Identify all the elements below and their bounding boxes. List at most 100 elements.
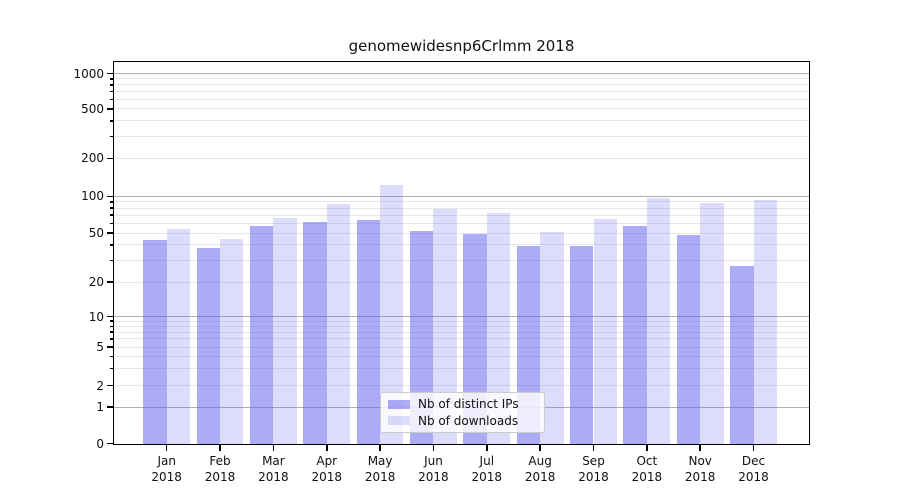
bar-downloads bbox=[593, 219, 617, 445]
y-minor-tick bbox=[109, 201, 113, 203]
legend-row: Nb of downloads bbox=[388, 414, 537, 428]
y-minor-tick bbox=[109, 325, 113, 328]
minor-gridline bbox=[114, 201, 809, 203]
x-tick bbox=[219, 445, 221, 451]
y-tick-label: 50 bbox=[88, 226, 104, 240]
x-tick-year: 2018 bbox=[311, 470, 343, 484]
x-tick bbox=[165, 445, 168, 451]
y-tick bbox=[107, 232, 113, 234]
minor-gridline bbox=[114, 207, 809, 209]
minor-gridline bbox=[114, 214, 809, 216]
y-minor-tick bbox=[109, 90, 113, 93]
x-tick bbox=[486, 445, 488, 451]
x-tick-label: Feb 2018 bbox=[188, 453, 252, 485]
x-tick-label: Apr 2018 bbox=[295, 453, 359, 485]
y-tick-label: 500 bbox=[81, 101, 104, 116]
bar-distinct-ips bbox=[303, 222, 327, 445]
legend: Nb of distinct IPs Nb of downloads bbox=[380, 392, 545, 433]
x-tick-month: Jun bbox=[424, 454, 443, 468]
y-tick-label: 20 bbox=[88, 275, 104, 289]
bar-distinct-ips bbox=[623, 226, 647, 445]
y-minor-tick bbox=[109, 120, 113, 122]
y-minor-tick bbox=[109, 222, 113, 225]
x-tick-month: Sep bbox=[582, 454, 605, 468]
legend-row: Nb of distinct IPs bbox=[388, 397, 537, 411]
x-tick-label: May 2018 bbox=[348, 453, 412, 485]
x-tick bbox=[752, 445, 755, 451]
bar-distinct-ips bbox=[250, 226, 274, 445]
x-tick-label: Jan 2018 bbox=[135, 453, 199, 485]
minor-gridline bbox=[114, 281, 809, 283]
x-tick bbox=[379, 445, 381, 451]
x-tick bbox=[646, 445, 648, 451]
x-tick-month: Jan bbox=[157, 454, 176, 468]
legend-swatch bbox=[388, 399, 410, 409]
y-tick bbox=[107, 195, 113, 198]
y-tick-label: 200 bbox=[81, 151, 104, 166]
minor-gridline bbox=[114, 91, 809, 93]
bar-distinct-ips bbox=[570, 246, 594, 445]
x-tick-year: 2018 bbox=[524, 470, 556, 484]
legend-label: Nb of distinct IPs bbox=[418, 397, 519, 412]
x-tick-month: May bbox=[367, 454, 393, 468]
y-minor-tick bbox=[109, 207, 113, 209]
y-tick bbox=[107, 315, 113, 318]
x-tick-label: Jun 2018 bbox=[401, 453, 465, 485]
x-tick bbox=[699, 445, 701, 451]
x-tick bbox=[592, 445, 595, 451]
y-tick bbox=[107, 157, 113, 160]
y-minor-tick bbox=[109, 84, 113, 86]
minor-gridline bbox=[114, 222, 809, 224]
bar-downloads bbox=[380, 185, 404, 445]
x-tick-year: 2018 bbox=[631, 470, 663, 484]
x-tick-month: Dec bbox=[741, 454, 766, 468]
x-tick-year: 2018 bbox=[258, 470, 289, 484]
bar-downloads bbox=[646, 197, 671, 445]
x-tick-month: Mar bbox=[262, 454, 285, 468]
x-tick bbox=[326, 445, 328, 451]
minor-gridline bbox=[114, 108, 809, 110]
y-minor-tick bbox=[109, 320, 113, 322]
x-tick-year: 2018 bbox=[204, 470, 236, 484]
x-tick-label: Oct 2018 bbox=[615, 453, 679, 485]
bar-distinct-ips bbox=[730, 265, 754, 445]
minor-gridline bbox=[114, 338, 809, 340]
y-minor-tick bbox=[109, 355, 113, 358]
x-tick bbox=[539, 445, 541, 451]
bar-distinct-ips bbox=[676, 235, 701, 445]
y-minor-tick bbox=[109, 98, 113, 101]
x-tick-label: Nov 2018 bbox=[668, 453, 732, 485]
minor-gridline bbox=[114, 355, 809, 357]
legend-label: Nb of downloads bbox=[418, 413, 519, 428]
y-tick bbox=[107, 72, 113, 75]
x-tick-label: Mar 2018 bbox=[241, 453, 305, 485]
bar-downloads bbox=[220, 238, 244, 445]
bar-downloads bbox=[326, 203, 351, 445]
minor-gridline bbox=[114, 99, 809, 100]
x-tick bbox=[432, 445, 435, 451]
x-tick-year: 2018 bbox=[364, 470, 396, 484]
bar-distinct-ips bbox=[410, 230, 434, 445]
y-tick-label: 2 bbox=[96, 378, 104, 393]
bar-downloads bbox=[433, 208, 457, 445]
y-tick-label: 0 bbox=[96, 436, 104, 451]
major-gridline bbox=[114, 316, 809, 317]
x-tick-year: 2018 bbox=[418, 470, 449, 484]
y-minor-tick bbox=[109, 78, 113, 80]
x-tick-label: Jul 2018 bbox=[455, 453, 519, 485]
minor-gridline bbox=[114, 78, 809, 80]
minor-gridline bbox=[114, 385, 809, 386]
minor-gridline bbox=[114, 244, 809, 246]
major-gridline bbox=[114, 195, 809, 197]
x-tick-month: Nov bbox=[688, 454, 712, 468]
minor-gridline bbox=[114, 320, 809, 322]
bar-downloads bbox=[486, 212, 511, 445]
x-tick-year: 2018 bbox=[471, 470, 503, 484]
y-minor-tick bbox=[109, 214, 113, 216]
chart-title: genomewidesnp6Crlmm 2018 bbox=[348, 37, 575, 55]
y-tick-label: 5 bbox=[96, 340, 104, 354]
y-minor-tick bbox=[109, 259, 113, 262]
y-tick-label: 100 bbox=[81, 189, 104, 204]
y-minor-tick bbox=[109, 367, 113, 370]
bar-downloads bbox=[273, 218, 297, 445]
